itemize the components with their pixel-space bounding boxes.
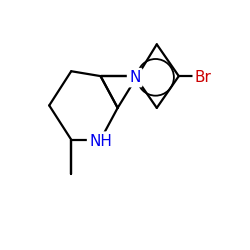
- Text: Br: Br: [195, 70, 212, 85]
- Text: N: N: [129, 70, 140, 85]
- Text: NH: NH: [89, 134, 112, 149]
